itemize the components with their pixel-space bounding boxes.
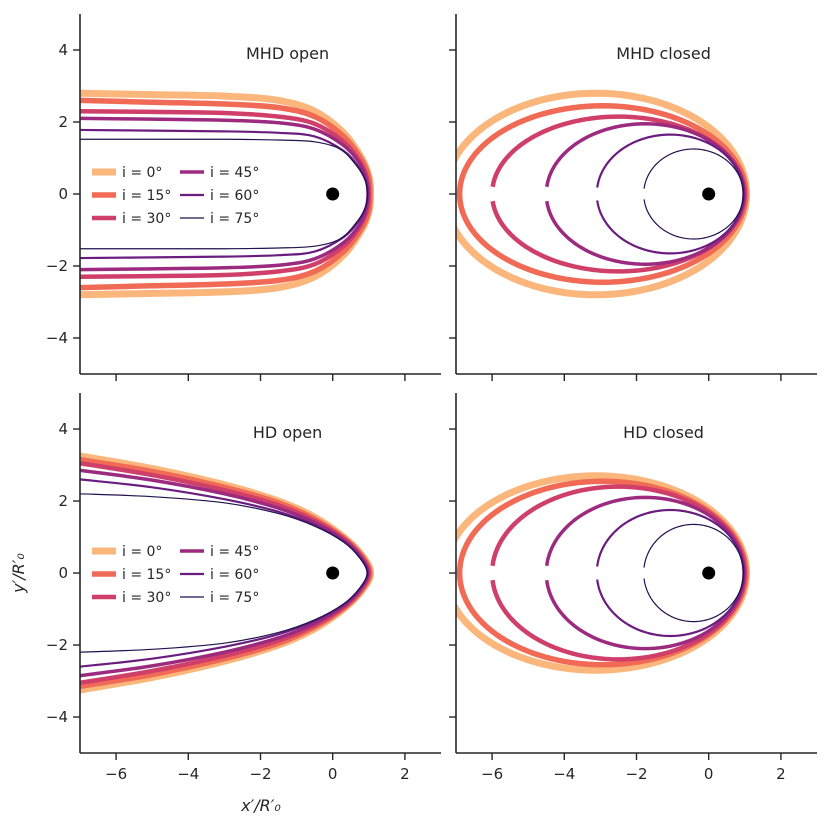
legend-label-i75: i = 75° bbox=[210, 211, 259, 227]
legend-label-i60: i = 60° bbox=[210, 567, 259, 583]
legend: i = 0° i = 15° i = 30° i = 45° i = 60° i = 75… bbox=[92, 165, 259, 227]
y-tick-label: 2 bbox=[58, 113, 68, 131]
legend-label-i30: i = 30° bbox=[122, 211, 171, 227]
y-tick-label: 0 bbox=[58, 564, 68, 582]
legend-label-i30: i = 30° bbox=[122, 590, 171, 606]
legend-label-i75: i = 75° bbox=[210, 590, 259, 606]
series-line-i60 bbox=[596, 508, 745, 638]
panel-curves bbox=[456, 89, 751, 299]
series-line-i75 bbox=[643, 523, 744, 623]
x-tick-label: 2 bbox=[400, 765, 410, 783]
panel-title: MHD open bbox=[246, 44, 329, 63]
panel-hd-closed: −6 −4 −2 0 2 HD closed bbox=[449, 393, 817, 783]
x-tick-label: 0 bbox=[328, 765, 338, 783]
star-marker bbox=[702, 566, 716, 580]
y-tick-label: −4 bbox=[46, 708, 68, 726]
y-tick-label: −2 bbox=[46, 257, 68, 275]
legend-label-i45: i = 45° bbox=[210, 544, 259, 560]
x-tick-label: −2 bbox=[249, 765, 271, 783]
x-tick-label: −6 bbox=[481, 765, 503, 783]
series-line-i60 bbox=[596, 133, 745, 255]
legend-label-i15: i = 15° bbox=[122, 567, 171, 583]
panel-title: HD open bbox=[253, 423, 322, 442]
x-tick-label: 2 bbox=[776, 765, 786, 783]
legend: i = 0° i = 15° i = 30° i = 45° i = 60° i = 75… bbox=[92, 544, 259, 606]
legend-label-i15: i = 15° bbox=[122, 188, 171, 204]
star-marker bbox=[326, 566, 340, 580]
x-axis-label: x′/R′₀ bbox=[240, 796, 281, 815]
y-tick-label: 2 bbox=[58, 492, 68, 510]
panel-mhd-open: −4 −2 0 2 4 MHD open i = 0° i = 15° i = 30° i = 4… bbox=[46, 14, 441, 381]
x-tick-label: −6 bbox=[105, 765, 127, 783]
y-tick-label: 4 bbox=[58, 41, 68, 59]
legend-label-i0: i = 0° bbox=[122, 544, 162, 560]
legend-label-i0: i = 0° bbox=[122, 165, 162, 181]
x-tick-label: −4 bbox=[553, 765, 575, 783]
y-tick-label: −2 bbox=[46, 636, 68, 654]
panel-title: MHD closed bbox=[616, 44, 711, 63]
star-marker bbox=[326, 187, 340, 201]
star-marker bbox=[702, 187, 716, 201]
y-tick-label: −4 bbox=[46, 329, 68, 347]
series-line-i75 bbox=[80, 493, 368, 653]
panel-title: HD closed bbox=[623, 423, 704, 442]
panel-hd-open: −6 −4 −2 0 2 −4 −2 0 2 4 HD open i = 0° i = 15° i = 3… bbox=[46, 393, 441, 783]
panel-curves bbox=[456, 472, 751, 674]
x-tick-label: −4 bbox=[177, 765, 199, 783]
legend-label-i45: i = 45° bbox=[210, 165, 259, 181]
panel-curves bbox=[80, 452, 375, 694]
series-line-i75 bbox=[643, 148, 744, 240]
y-tick-label: 0 bbox=[58, 185, 68, 203]
panel-mhd-closed: MHD closed bbox=[449, 14, 817, 381]
legend-label-i60: i = 60° bbox=[210, 188, 259, 204]
y-tick-label: 4 bbox=[58, 420, 68, 438]
x-tick-label: −2 bbox=[625, 765, 647, 783]
panel-curves bbox=[80, 89, 375, 299]
series-line-i0 bbox=[456, 89, 751, 299]
y-axis-label: y′/R′₀ bbox=[9, 553, 28, 594]
series-line-i75 bbox=[80, 138, 368, 250]
x-tick-label: 0 bbox=[704, 765, 714, 783]
